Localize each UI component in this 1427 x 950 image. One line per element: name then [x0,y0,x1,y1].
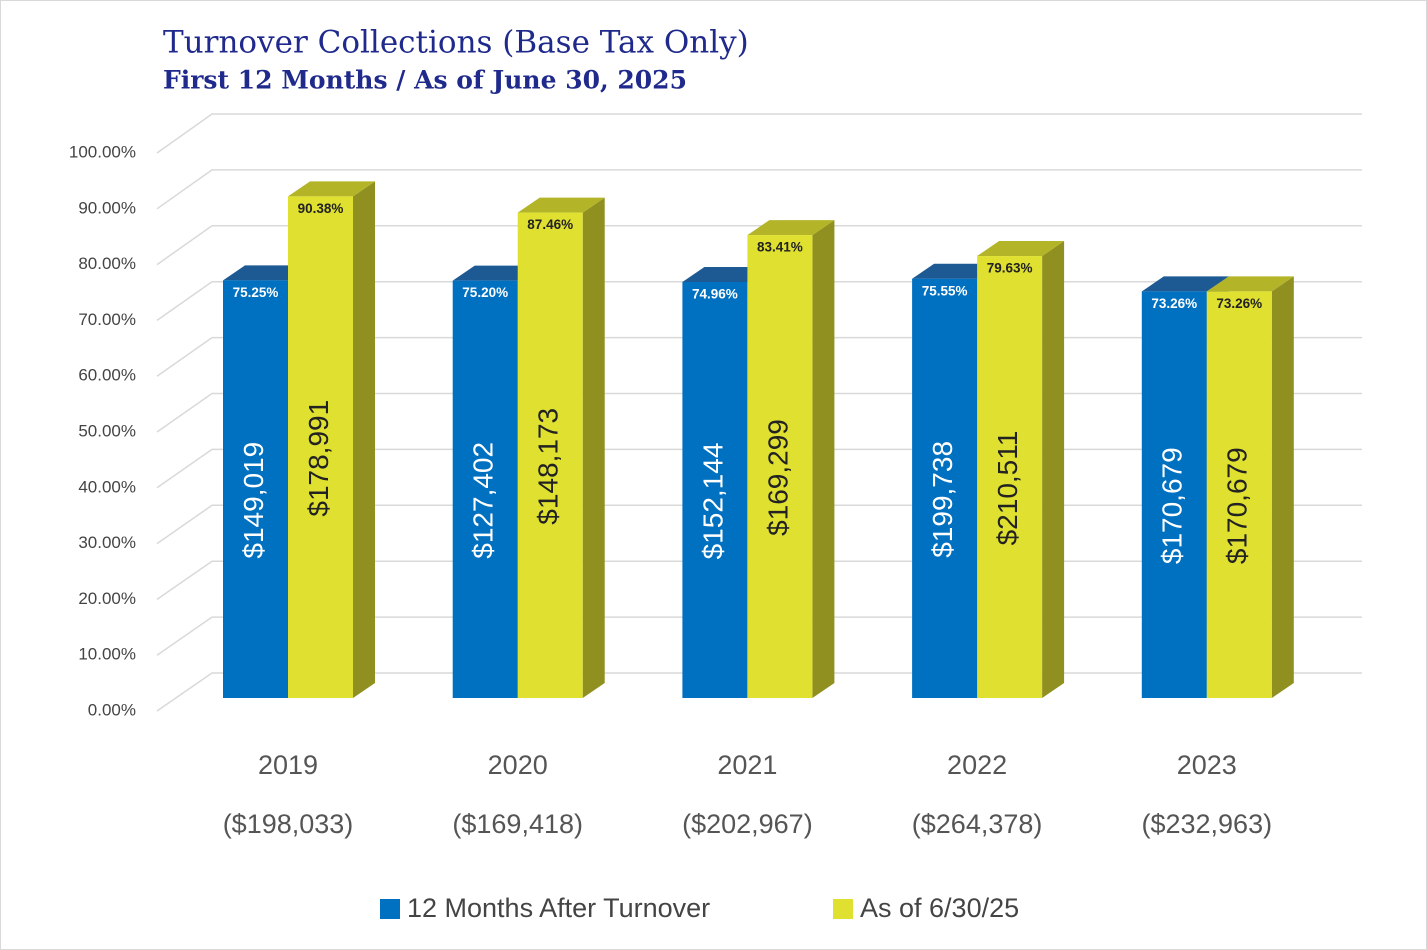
amount-label: $170,679 [1222,447,1253,564]
bar [517,212,583,699]
bar-top [517,197,605,213]
bar [288,196,353,699]
legend-swatch [380,899,400,919]
data-label: 87.46% [527,217,573,232]
y-tick-label: 40.00% [78,477,136,496]
amount-label: $210,511 [992,431,1023,546]
bar-side [353,181,375,699]
y-tick-label: 20.00% [78,589,136,608]
bar [1206,291,1272,698]
bar-side [1042,241,1065,698]
data-label: 73.26% [1216,296,1262,311]
x-tick-label: 2020 [488,750,548,780]
y-tick-label: 80.00% [78,254,136,273]
x-tick-sublabel: ($169,418) [452,809,583,839]
y-tick-label: 60.00% [78,366,136,385]
amount-label: $149,019 [238,442,269,559]
y-tick-label: 30.00% [78,533,136,552]
x-tick-sublabel: ($264,378) [912,809,1043,839]
bar-top [1141,276,1229,292]
data-label: 75.20% [462,285,508,300]
y-tick-label: 90.00% [78,198,136,217]
data-label: 75.25% [233,285,279,300]
bar [977,256,1043,698]
data-label: 73.26% [1151,296,1197,311]
x-tick-sublabel: ($232,963) [1141,809,1272,839]
y-tick-label: 100.00% [69,142,136,161]
x-tick-sublabel: ($202,967) [682,809,813,839]
bar-top [1206,276,1294,292]
data-label: 90.38% [298,201,344,216]
amount-label: $199,738 [927,441,958,558]
bar-top [977,241,1065,257]
chart-title: Turnover Collections (Base Tax Only) [163,25,749,61]
amount-label: $170,679 [1157,447,1188,564]
x-tick-label: 2021 [717,750,777,780]
bar [747,235,813,698]
bar-top [288,181,375,197]
bar [1141,291,1207,698]
x-tick-label: 2022 [947,750,1007,780]
amount-label: $169,299 [762,419,793,536]
grid-line [156,113,1362,154]
bar-side [582,197,605,699]
y-tick-label: 50.00% [78,421,136,440]
legend-swatch [833,899,853,919]
data-label: 74.96% [692,287,738,302]
legend-label: 12 Months After Turnover [407,893,710,923]
amount-label: $152,144 [697,443,728,560]
amount-label: $127,402 [468,442,499,559]
bar [912,278,978,698]
grid-line [156,225,1362,266]
bar [682,281,748,698]
x-tick-sublabel: ($198,033) [223,809,354,839]
x-tick-label: 2023 [1177,750,1237,780]
bar-top [747,220,835,236]
amount-label: $148,173 [533,408,564,525]
grid-line [156,169,1362,210]
bar [223,280,288,698]
chart-subtitle: First 12 Months / As of June 30, 2025 [163,66,687,95]
y-tick-label: 70.00% [78,310,136,329]
y-tick-label: 0.00% [88,700,136,719]
data-label: 75.55% [922,283,968,298]
data-label: 83.41% [757,240,803,255]
y-tick-label: 10.00% [78,645,136,664]
bar [452,280,518,698]
amount-label: $178,991 [303,400,334,517]
data-label: 79.63% [987,261,1033,276]
bar-side [812,220,835,698]
legend-label: As of 6/30/25 [860,893,1019,923]
bar-side [1271,276,1294,698]
x-tick-label: 2019 [258,750,318,780]
